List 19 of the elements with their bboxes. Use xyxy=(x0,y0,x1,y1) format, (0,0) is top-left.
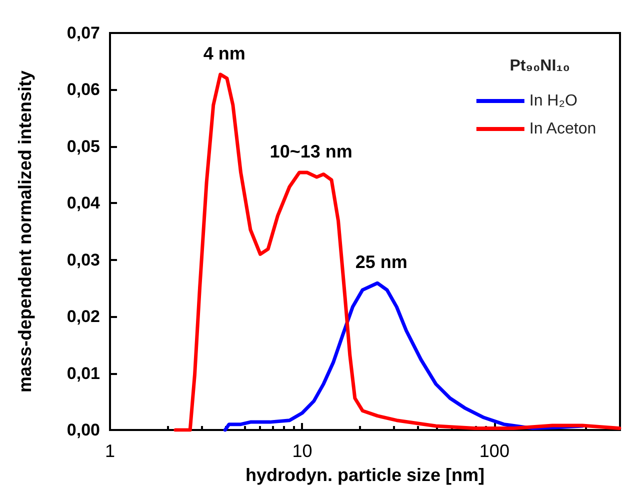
y-tick-label: 0,02 xyxy=(66,307,100,326)
x-axis-title: hydrodyn. particle size [nm] xyxy=(245,465,485,485)
y-axis-title: mass-dependent normalized intensity xyxy=(15,70,35,393)
legend-title: Pt₉₀NI₁₀ xyxy=(510,58,570,74)
x-tick-label: 10 xyxy=(292,441,312,461)
y-tick-label: 0,07 xyxy=(66,24,100,42)
legend-label: In Aceton xyxy=(529,120,596,138)
annotation: 10~13 nm xyxy=(270,142,352,162)
annotation: 4 nm xyxy=(203,43,246,64)
x-tick-label: 1 xyxy=(104,441,116,461)
y-tick-label: 0,06 xyxy=(66,80,100,100)
annotation: 25 nm xyxy=(355,252,408,272)
y-tick-label: 0,01 xyxy=(66,364,100,383)
y-tick-label: 0,05 xyxy=(66,136,100,156)
legend-label: In H₂O xyxy=(529,92,578,110)
y-tick-label: 0,03 xyxy=(66,250,100,270)
x-tick-label: 100 xyxy=(479,441,510,461)
y-tick-label: 0,00 xyxy=(66,420,100,440)
y-tick-label: 0,04 xyxy=(66,194,101,213)
